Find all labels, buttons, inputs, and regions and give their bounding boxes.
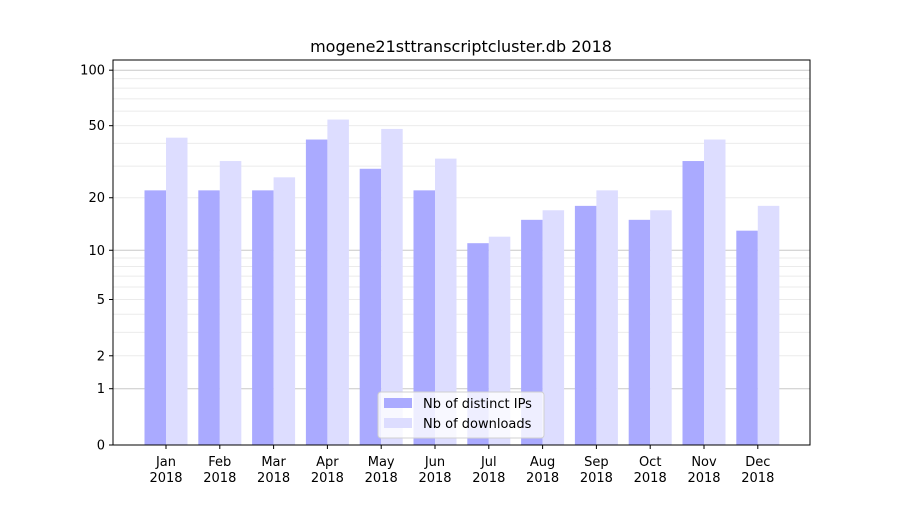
- legend-swatch: [384, 418, 412, 428]
- x-tick-label: Feb 2018: [203, 455, 236, 486]
- bar-downloads: [650, 210, 672, 445]
- chart-title: mogene21sttranscriptcluster.db 2018: [310, 37, 612, 56]
- bar-ips: [198, 190, 220, 445]
- x-tick-label: Nov 2018: [687, 455, 720, 486]
- bar-ips: [359, 168, 382, 445]
- bar-ips: [252, 190, 274, 445]
- bar-downloads: [542, 210, 565, 445]
- bar-downloads: [166, 137, 188, 445]
- x-tick-label: Mar 2018: [257, 455, 290, 486]
- bar-downloads: [704, 139, 726, 446]
- x-tick-label: Jun 2018: [418, 455, 451, 486]
- x-tick-label: Jul 2018: [472, 455, 505, 486]
- x-tick-label: Sep 2018: [580, 455, 613, 486]
- y-tick-label: 10: [88, 244, 105, 259]
- bar-ips: [521, 219, 543, 445]
- bar-ips: [574, 205, 597, 445]
- x-tick-label: Dec 2018: [741, 455, 774, 486]
- bar-ips: [628, 219, 651, 445]
- legend-box: [377, 391, 545, 439]
- y-tick-label: 2: [97, 349, 105, 364]
- bar-ips: [305, 139, 328, 446]
- y-tick-label: 20: [88, 191, 105, 206]
- legend-label: Nb of distinct IPs: [423, 397, 532, 412]
- x-tick-label: Apr 2018: [311, 455, 344, 486]
- x-tick-label: Oct 2018: [634, 455, 667, 486]
- x-tick-label: Jan 2018: [149, 455, 182, 486]
- bar-downloads: [327, 119, 349, 445]
- bar-ips: [413, 190, 435, 445]
- bar-downloads: [219, 161, 242, 445]
- bar-downloads: [596, 190, 618, 445]
- plot-frame: [112, 59, 811, 446]
- y-tick-label: 100: [80, 64, 105, 79]
- y-tick-label: 50: [88, 119, 105, 134]
- legend: Nb of distinct IPs Nb of downloads: [377, 391, 545, 439]
- x-tick-label: May 2018: [365, 455, 398, 486]
- bar-ips: [144, 190, 166, 445]
- y-tick-label: 5: [97, 293, 105, 308]
- x-tick-label: Aug 2018: [526, 455, 559, 486]
- bar-downloads: [757, 205, 780, 445]
- bar-ips: [682, 161, 704, 445]
- bar-ips: [736, 230, 758, 445]
- legend-swatch: [384, 398, 412, 408]
- y-tick-label: 0: [97, 439, 105, 454]
- legend-label: Nb of downloads: [423, 417, 532, 432]
- y-tick-label: 1: [97, 382, 105, 397]
- bar-downloads: [381, 128, 403, 445]
- bar-downloads: [273, 177, 296, 446]
- bar-downloads: [435, 158, 457, 445]
